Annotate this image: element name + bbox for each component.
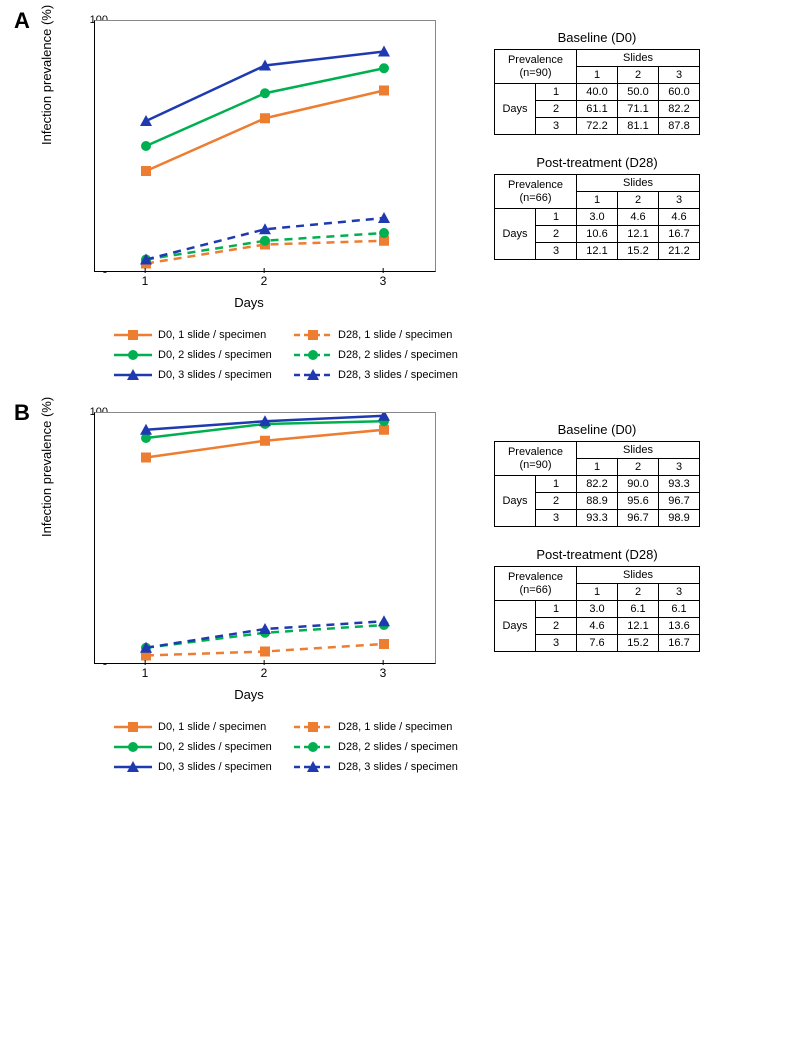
legend-item: D0, 1 slide / specimen <box>114 328 294 342</box>
y-axis-label: Infection prevalence (%) <box>39 5 54 145</box>
panel-A: A Infection prevalence (%) 0102030405060… <box>0 0 798 392</box>
table-title: Post-treatment (D28) <box>494 155 700 170</box>
legend-label: D0, 3 slides / specimen <box>158 369 272 381</box>
legend-swatch <box>294 368 332 382</box>
legend-item: D28, 1 slide / specimen <box>294 328 474 342</box>
table-title: Post-treatment (D28) <box>494 547 700 562</box>
table-title: Baseline (D0) <box>494 422 700 437</box>
chart: Infection prevalence (%) 010203040506070… <box>44 10 454 310</box>
legend-item: D28, 3 slides / specimen <box>294 368 474 382</box>
legend-swatch <box>114 348 152 362</box>
panel-label: A <box>0 0 44 34</box>
x-tick: 1 <box>142 274 149 288</box>
legend-item: D0, 2 slides / specimen <box>114 348 294 362</box>
data-table: Prevalence(n=90) Slides 123 Days182.290.… <box>494 441 700 527</box>
x-tick: 2 <box>261 274 268 288</box>
x-tick: 1 <box>142 666 149 680</box>
legend-swatch <box>294 760 332 774</box>
data-table: Prevalence(n=66) Slides 123 Days13.06.16… <box>494 566 700 652</box>
tables: Baseline (D0) Prevalence(n=90) Slides 12… <box>474 392 700 672</box>
x-axis-label: Days <box>44 295 454 310</box>
legend-item: D0, 3 slides / specimen <box>114 760 294 774</box>
legend: D0, 1 slide / specimen D28, 1 slide / sp… <box>44 702 474 784</box>
legend-label: D28, 1 slide / specimen <box>338 721 452 733</box>
legend-swatch <box>294 720 332 734</box>
data-table: Prevalence(n=90) Slides 123 Days140.050.… <box>494 49 700 135</box>
legend-label: D0, 2 slides / specimen <box>158 349 272 361</box>
legend-label: D28, 2 slides / specimen <box>338 349 458 361</box>
x-tick: 3 <box>380 666 387 680</box>
plot-area <box>94 20 436 272</box>
legend-item: D0, 2 slides / specimen <box>114 740 294 754</box>
legend-swatch <box>294 328 332 342</box>
legend: D0, 1 slide / specimen D28, 1 slide / sp… <box>44 310 474 392</box>
legend-label: D28, 2 slides / specimen <box>338 741 458 753</box>
data-table: Prevalence(n=66) Slides 123 Days13.04.64… <box>494 174 700 260</box>
tables: Baseline (D0) Prevalence(n=90) Slides 12… <box>474 0 700 280</box>
legend-item: D28, 2 slides / specimen <box>294 740 474 754</box>
legend-swatch <box>114 760 152 774</box>
chart: Infection prevalence (%) 010203040506070… <box>44 402 454 702</box>
legend-label: D0, 3 slides / specimen <box>158 761 272 773</box>
legend-label: D0, 1 slide / specimen <box>158 721 266 733</box>
legend-label: D28, 3 slides / specimen <box>338 369 458 381</box>
x-axis-label: Days <box>44 687 454 702</box>
legend-item: D28, 3 slides / specimen <box>294 760 474 774</box>
y-axis-label: Infection prevalence (%) <box>39 397 54 537</box>
legend-swatch <box>294 740 332 754</box>
legend-label: D28, 1 slide / specimen <box>338 329 452 341</box>
x-tick: 3 <box>380 274 387 288</box>
legend-swatch <box>114 328 152 342</box>
legend-swatch <box>114 740 152 754</box>
panel-B: B Infection prevalence (%) 0102030405060… <box>0 392 798 784</box>
legend-swatch <box>114 368 152 382</box>
legend-item: D0, 3 slides / specimen <box>114 368 294 382</box>
panel-label: B <box>0 392 44 426</box>
legend-item: D28, 2 slides / specimen <box>294 348 474 362</box>
x-tick: 2 <box>261 666 268 680</box>
legend-item: D0, 1 slide / specimen <box>114 720 294 734</box>
legend-swatch <box>294 348 332 362</box>
legend-label: D0, 2 slides / specimen <box>158 741 272 753</box>
table-title: Baseline (D0) <box>494 30 700 45</box>
legend-swatch <box>114 720 152 734</box>
legend-item: D28, 1 slide / specimen <box>294 720 474 734</box>
legend-label: D0, 1 slide / specimen <box>158 329 266 341</box>
legend-label: D28, 3 slides / specimen <box>338 761 458 773</box>
plot-area <box>94 412 436 664</box>
